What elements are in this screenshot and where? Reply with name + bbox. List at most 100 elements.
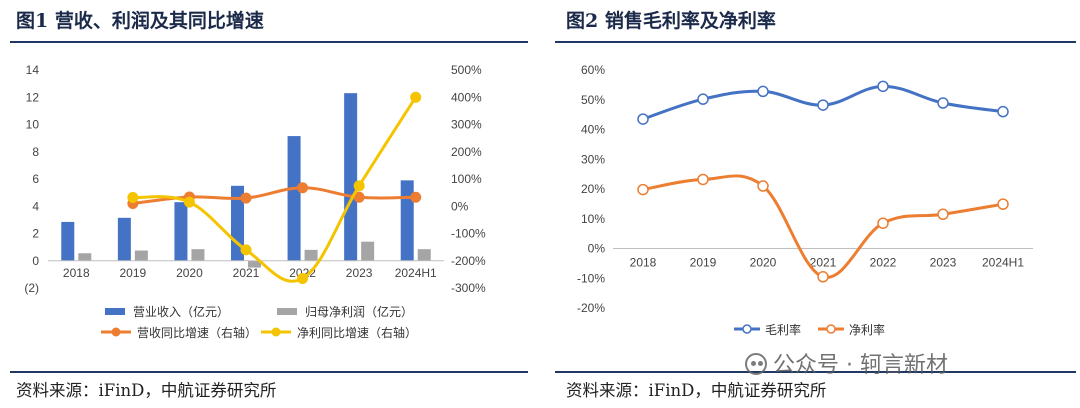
x-tick-label: 2018 — [63, 266, 90, 280]
y-left-tick-label: 2 — [32, 227, 39, 241]
x-tick-label: 2020 — [750, 256, 777, 270]
profit-growth-point — [127, 192, 139, 204]
y-left-tick-label: 14 — [26, 63, 40, 77]
y-tick-label: 30% — [581, 152, 605, 166]
y-right-tick-label: -200% — [451, 254, 486, 268]
gross-margin-point — [937, 97, 949, 109]
top-rule — [10, 41, 528, 43]
legend-net-profit-swatch — [277, 308, 297, 315]
x-tick-label: 2021 — [810, 256, 837, 270]
gross-margin-point — [817, 99, 829, 111]
net-margin-point — [697, 173, 709, 186]
figure-1-title: 图1 营收、利润及其同比增速 — [16, 10, 264, 32]
margin-chart: 60% 50% 40% 30% 20% 10% 0% -10% -20% 2018 2019 2020… — [577, 63, 1033, 337]
y-left-tick-label: 12 — [26, 90, 40, 104]
x-tick-label: 2023 — [930, 256, 957, 270]
net-margin-point — [937, 208, 949, 221]
figure-2-title: 图2 销售毛利率及净利率 — [566, 10, 776, 32]
bar-revenue-2020 — [174, 202, 188, 261]
y-tick-label: -10% — [577, 271, 605, 285]
bar-revenue-2024H1 — [400, 180, 414, 261]
profit-growth-point — [410, 91, 422, 103]
x-tick-label: 2023 — [346, 266, 373, 280]
bar-revenue-2019 — [117, 217, 131, 261]
y-left-tick-label: 6 — [32, 172, 39, 186]
y-left-tick-label: 10 — [26, 118, 40, 132]
figure-1-panel: 图1 营收、利润及其同比增速 14 12 10 8 6 4 2 0 (2) 500% 400% 300… — [0, 0, 530, 408]
legend-net-margin-marker — [826, 324, 836, 334]
revenue-growth-point — [297, 182, 309, 194]
net-margin-point — [757, 180, 769, 192]
legend-revenue-label: 营业收入（亿元） — [133, 304, 229, 319]
bar-net-profit-2018 — [78, 253, 92, 261]
gross-margin-point — [997, 105, 1009, 118]
y-right-tick-label: 0% — [451, 199, 469, 213]
legend-net-profit-label: 归母净利润（亿元） — [305, 304, 413, 319]
profit-growth-point — [353, 180, 365, 192]
x-tick-label: 2019 — [690, 256, 717, 270]
watermark-text: 公众号 · 轲言新材 — [773, 353, 948, 378]
bar-net-profit-2024H1 — [417, 249, 431, 261]
legend-revenue-swatch — [105, 308, 125, 315]
legend-gross-margin-label: 毛利率 — [765, 322, 801, 337]
legend-revenue-growth-marker — [111, 327, 121, 337]
figure-2-source: 资料来源：iFinD，中航证券研究所 — [566, 381, 827, 400]
x-tick-label: 2022 — [289, 266, 316, 280]
legend-net-margin-label: 净利率 — [849, 322, 885, 337]
y-right-tick-label: -100% — [451, 227, 486, 241]
gross-margin-point — [877, 80, 889, 93]
bottom-rule — [555, 371, 1076, 373]
y-left-tick-label: 4 — [32, 199, 39, 213]
watermark: 公众号 · 轲言新材 — [745, 347, 948, 379]
revenue-growth-point — [240, 192, 252, 204]
legend-profit-growth-label: 净利同比增速（右轴） — [297, 325, 417, 340]
y-right-tick-label: -300% — [451, 281, 486, 295]
bar-revenue-2023 — [344, 93, 358, 261]
bar-revenue-2022 — [287, 136, 301, 261]
y-right-tick-label: 500% — [451, 63, 482, 77]
bar-net-profit-2021 — [248, 260, 261, 268]
x-tick-label: 2024H1 — [982, 256, 1024, 270]
net-margin-point — [637, 183, 649, 196]
bar-net-profit-2022 — [304, 249, 318, 261]
x-tick-label: 2019 — [120, 266, 147, 280]
y-tick-label: 0% — [588, 242, 606, 256]
x-tick-label: 2018 — [630, 256, 657, 270]
revenue-growth-point — [410, 191, 422, 203]
y-tick-label: 40% — [581, 123, 605, 137]
revenue-growth-line — [132, 186, 416, 206]
bar-revenue-2018 — [61, 221, 75, 261]
gross-margin-point — [757, 85, 769, 98]
y-tick-label: -20% — [577, 301, 605, 315]
y-right-tick-label: 400% — [451, 90, 482, 104]
figure-1-source: 资料来源：iFinD，中航证券研究所 — [16, 381, 277, 400]
y-right-tick-label: 100% — [451, 172, 482, 186]
y-tick-label: 50% — [581, 93, 605, 107]
revenue-profit-chart: 14 12 10 8 6 4 2 0 (2) 500% 400% 300% 200% 100% 0% -100… — [24, 63, 486, 340]
x-tick-label: 2021 — [233, 266, 260, 280]
legend-profit-growth-marker — [271, 327, 281, 337]
profit-growth-point — [240, 244, 252, 256]
bar-net-profit-2019 — [134, 250, 148, 261]
figure-2-panel: 图2 销售毛利率及净利率 60% 50% 40% 30% 20% 10% 0% -10% -20… — [553, 0, 1080, 408]
bottom-rule — [10, 371, 528, 373]
gross-margin-point — [637, 113, 649, 125]
x-tick-label: 2020 — [176, 266, 203, 280]
top-rule — [555, 41, 1076, 43]
wechat-icon — [745, 353, 767, 375]
profit-growth-point — [297, 272, 309, 284]
net-margin-point — [817, 271, 829, 283]
y-left-tick-label: 0 — [32, 254, 39, 268]
bar-net-profit-2020 — [191, 249, 205, 261]
gross-margin-point — [697, 93, 709, 105]
y-left-tick-label: 8 — [32, 145, 39, 159]
y-tick-label: 10% — [581, 212, 605, 226]
profit-growth-point — [183, 196, 195, 208]
net-margin-point — [877, 217, 889, 229]
y-right-tick-label: 300% — [451, 118, 482, 132]
y-tick-label: 60% — [581, 63, 605, 77]
legend-revenue-growth-label: 营收同比增速（右轴） — [137, 325, 257, 340]
y-tick-label: 20% — [581, 182, 605, 196]
x-tick-label: 2024H1 — [395, 266, 437, 280]
x-tick-label: 2022 — [870, 256, 897, 270]
